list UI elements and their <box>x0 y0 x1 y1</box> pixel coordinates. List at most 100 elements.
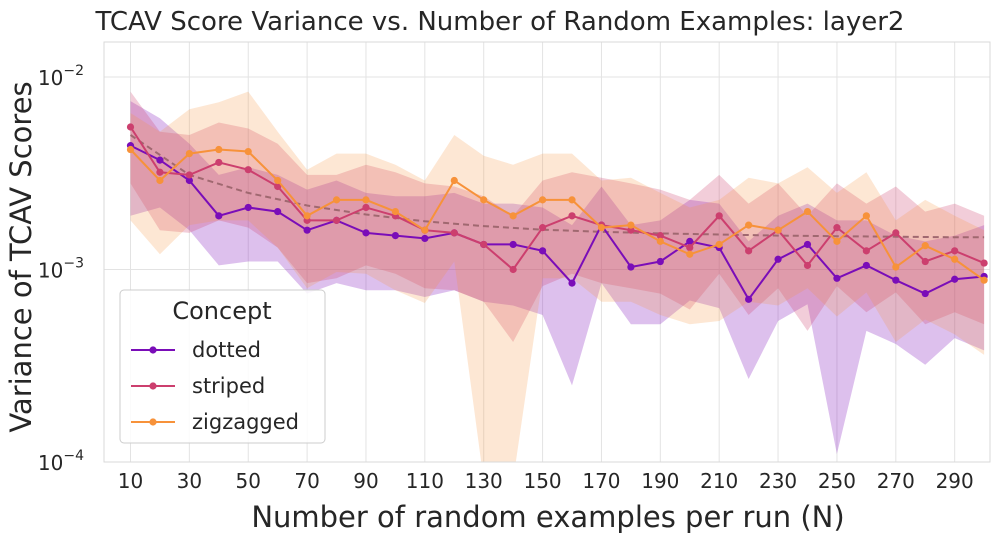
series-striped <box>126 123 988 274</box>
line-striped <box>129 126 985 271</box>
point-striped <box>980 259 988 267</box>
point-zigzagged <box>538 196 547 204</box>
point-striped <box>126 123 135 131</box>
y-tick-labels: 10−4 10−3 10−2 <box>38 63 84 475</box>
point-striped <box>450 229 458 237</box>
point-dotted <box>892 276 900 284</box>
x-tick-label: 290 <box>936 469 974 493</box>
point-dotted <box>568 279 576 287</box>
point-zigzagged <box>215 145 223 154</box>
legend-swatch-marker <box>149 418 157 426</box>
point-zigzagged <box>156 176 164 185</box>
point-striped <box>745 247 753 255</box>
point-dotted <box>538 247 547 255</box>
plot-frame <box>103 41 991 463</box>
x-tick-labels: 10 30 50 70 90 110 130 150 170 190 210 230 250 270 290 <box>118 469 974 493</box>
x-tick-label: 50 <box>236 469 261 493</box>
point-striped <box>185 171 193 179</box>
point-dotted <box>244 203 252 212</box>
point-dotted <box>421 234 429 243</box>
point-striped <box>362 203 370 212</box>
legend-item-zigzagged: zigzagged <box>131 410 299 434</box>
point-zigzagged <box>185 150 193 158</box>
point-striped <box>538 224 547 232</box>
point-dotted <box>627 263 635 271</box>
point-dotted <box>509 240 517 249</box>
point-zigzagged <box>480 196 488 204</box>
series-lines <box>126 123 988 303</box>
point-dotted <box>185 176 193 185</box>
point-striped <box>244 166 252 174</box>
x-tick-label: 70 <box>294 469 319 493</box>
x-tick-label: 230 <box>759 469 797 493</box>
x-tick-label: 110 <box>406 469 444 493</box>
point-dotted <box>686 237 694 245</box>
legend: Concept dotted striped zigzagged <box>119 289 326 444</box>
point-striped <box>833 224 841 232</box>
trend-line <box>129 134 985 239</box>
legend-label: striped <box>192 374 265 398</box>
point-dotted <box>951 275 959 283</box>
point-striped <box>715 212 723 220</box>
point-striped <box>892 229 900 237</box>
x-tick-label: 130 <box>465 469 503 493</box>
legend-box <box>119 289 326 444</box>
point-zigzagged <box>833 237 841 245</box>
legend-label: zigzagged <box>192 410 299 434</box>
point-zigzagged <box>391 207 400 216</box>
point-dotted <box>921 289 929 298</box>
point-striped <box>921 257 929 266</box>
point-zigzagged <box>362 196 370 204</box>
plot-border <box>103 41 991 463</box>
point-dotted <box>274 207 282 216</box>
x-tick-label: 10 <box>118 469 143 493</box>
point-zigzagged <box>862 212 870 220</box>
point-striped <box>686 243 694 252</box>
point-dotted <box>833 274 841 282</box>
point-zigzagged <box>274 176 282 185</box>
y-tick-label: 10−4 <box>38 448 84 475</box>
point-dotted <box>156 156 164 164</box>
y-tick-label: 10−3 <box>38 256 84 283</box>
point-striped <box>656 232 664 240</box>
legend-title: Concept <box>172 297 271 325</box>
point-zigzagged <box>892 263 900 271</box>
point-zigzagged <box>421 226 429 234</box>
legend-item-striped: striped <box>131 374 265 398</box>
point-dotted <box>215 212 223 220</box>
point-dotted <box>656 257 664 266</box>
point-zigzagged <box>921 242 929 250</box>
x-tick-label: 30 <box>177 469 202 493</box>
x-tick-label: 170 <box>582 469 620 493</box>
point-zigzagged <box>509 212 517 220</box>
point-zigzagged <box>450 176 458 185</box>
y-axis-label: Variance of TCAV Scores <box>4 81 38 432</box>
x-tick-label: 210 <box>700 469 738 493</box>
point-striped <box>215 158 223 167</box>
point-dotted <box>391 232 400 240</box>
line-dotted <box>130 144 985 302</box>
legend-items: dotted striped zigzagged <box>131 338 299 434</box>
legend-swatch-marker <box>149 346 157 354</box>
x-axis-label: Number of random examples per run (N) <box>251 500 844 534</box>
point-zigzagged <box>597 224 606 232</box>
point-zigzagged <box>951 255 959 263</box>
point-dotted <box>303 226 311 234</box>
point-zigzagged <box>568 196 576 204</box>
point-zigzagged <box>656 237 664 245</box>
line-zigzagged <box>129 148 985 282</box>
x-tick-label: 270 <box>877 469 915 493</box>
legend-label: dotted <box>192 338 261 362</box>
point-zigzagged <box>627 221 635 229</box>
point-dotted <box>862 261 870 270</box>
band-striped <box>130 91 985 342</box>
point-striped <box>568 212 576 220</box>
point-zigzagged <box>774 226 782 234</box>
point-zigzagged <box>686 250 694 258</box>
point-dotted <box>745 295 753 303</box>
point-zigzagged <box>980 276 988 284</box>
point-striped <box>509 265 517 274</box>
point-zigzagged <box>244 147 252 156</box>
